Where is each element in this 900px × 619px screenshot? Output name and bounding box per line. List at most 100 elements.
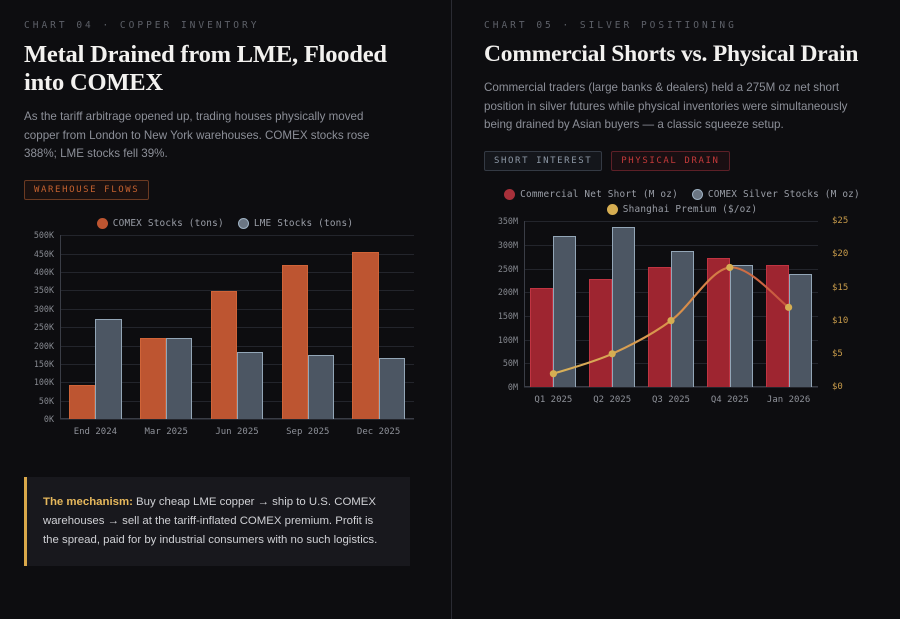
- callout-body: Buy cheap LME copper → ship to U.S. COME…: [43, 496, 378, 547]
- bar[interactable]: [95, 319, 122, 420]
- y2-axis-tick-label: $10: [832, 315, 849, 326]
- premium-line-series: Shanghai Premium ($/oz): $2 Shanghai Prem…: [549, 264, 793, 378]
- legend-swatch-net-short-icon: [504, 189, 516, 201]
- bar[interactable]: [378, 358, 405, 420]
- gridline: [60, 419, 414, 421]
- gridline: [60, 308, 414, 310]
- panel-divider: [451, 0, 452, 619]
- legend-item[interactable]: Commercial Net Short (M oz): [504, 189, 678, 201]
- badge-group-right: SHORT INTEREST PHYSICAL DRAIN: [484, 151, 880, 172]
- bar[interactable]: [648, 267, 671, 388]
- y-axis-tick-label: 450K: [33, 248, 54, 259]
- line-data-point[interactable]: Shanghai Premium ($/oz): $5: [608, 350, 616, 358]
- y2-axis-tick-label: $25: [832, 216, 849, 227]
- gridline: [60, 235, 414, 237]
- legend-item[interactable]: LME Stocks (tons): [237, 218, 353, 230]
- plot-inner: 0K 50K 100K 150K 200K 250K 300K 350K 400K 450K 500…: [34, 230, 414, 437]
- bar[interactable]: [530, 288, 554, 388]
- bar[interactable]: [765, 264, 789, 388]
- bar[interactable]: [307, 355, 334, 420]
- badge-physical-drain[interactable]: PHYSICAL DRAIN: [611, 151, 730, 172]
- y-axis-tick-label: 300K: [33, 303, 54, 314]
- y-axis-line: [60, 235, 61, 420]
- callout-lead: The mechanism:: [43, 496, 133, 508]
- legend-label: COMEX Stocks (tons): [112, 218, 224, 230]
- chart-silver-positioning: Commercial Net Short (M oz) COMEX Silver…: [484, 189, 880, 413]
- x-axis-tick-label: Q4 2025: [710, 395, 749, 406]
- gridline: [60, 345, 414, 347]
- chart-legend-right: Commercial Net Short (M oz) COMEX Silver…: [484, 189, 880, 216]
- gridline: [60, 290, 414, 292]
- panel-silver-positioning: CHART 05 · SILVER POSITIONING Commercial…: [450, 0, 900, 619]
- bar[interactable]: [553, 235, 577, 388]
- y-axis-tick-label: 150K: [33, 358, 54, 369]
- y2-axis-tick-label: $0: [832, 382, 843, 393]
- page-title-right: Commercial Shorts vs. Physical Drain: [484, 41, 859, 67]
- bar[interactable]: [166, 338, 193, 420]
- gridline: [524, 244, 818, 246]
- badge-warehouse-flows[interactable]: WAREHOUSE FLOWS: [24, 180, 150, 201]
- y2-axis-tick-label: $20: [832, 249, 849, 260]
- x-axis-tick-label: Mar 2025: [144, 427, 188, 438]
- panel-copper-inventory: CHART 04 · COPPER INVENTORY Metal Draine…: [24, 20, 426, 567]
- y-axis-tick-label: 100M: [497, 334, 518, 345]
- gridline: [524, 221, 818, 223]
- legend-swatch-lme-icon: [237, 218, 249, 230]
- bar[interactable]: [237, 351, 264, 420]
- bar[interactable]: [281, 265, 308, 420]
- plot-inner: 0M 50M 100M 150M 200M 250M 300M 350M $0 $5 $10 $15 $…: [498, 216, 848, 405]
- y-axis-tick-label: 350M: [497, 216, 518, 227]
- y-axis-tick-label: 100K: [33, 377, 54, 388]
- plot-area-left: 0K 50K 100K 150K 200K 250K 300K 350K 400K 450K 500…: [24, 230, 414, 445]
- bar[interactable]: [706, 257, 730, 388]
- deck-right: Commercial traders (large banks & dealer…: [484, 80, 848, 132]
- legend-item[interactable]: COMEX Silver Stocks (M oz): [691, 189, 860, 201]
- gridline: [524, 387, 818, 389]
- legend-item[interactable]: COMEX Stocks (tons): [96, 218, 224, 230]
- line-data-point[interactable]: Shanghai Premium ($/oz): $10: [667, 317, 675, 325]
- kicker-right: CHART 05 · SILVER POSITIONING: [484, 20, 737, 31]
- x-axis-tick-label: Jan 2026: [766, 395, 811, 406]
- kicker-left: CHART 04 · COPPER INVENTORY: [24, 20, 260, 31]
- bar[interactable]: [69, 384, 96, 420]
- gridline: [60, 327, 414, 329]
- x-axis-tick-label: Q3 2025: [652, 395, 690, 406]
- x-axis-tick-label: End 2024: [73, 427, 118, 438]
- y-axis-tick-label: 200K: [33, 340, 54, 351]
- bar[interactable]: [140, 338, 167, 420]
- deck-left: As the tariff arbitrage opened up, tradi…: [24, 109, 370, 161]
- bar[interactable]: [788, 274, 812, 388]
- y-axis-tick-label: 50K: [38, 395, 54, 406]
- y-axis-tick-label: 0K: [43, 414, 54, 425]
- badge-short-interest[interactable]: SHORT INTEREST: [484, 151, 603, 172]
- y-axis-tick-label: 150M: [497, 310, 518, 321]
- x-axis-tick-label: Jun 2025: [215, 427, 259, 438]
- plot-area-right: 0M 50M 100M 150M 200M 250M 300M 350M $0 $5 $10 $15 $…: [484, 216, 860, 413]
- page-title-left: Metal Drained from LME, Flooded into COM…: [24, 41, 387, 96]
- gridline: [60, 271, 414, 273]
- x-axis-tick-label: Dec 2025: [356, 427, 401, 438]
- bar[interactable]: [210, 291, 237, 420]
- chart-copper-inventory: COMEX Stocks (tons) LME Stocks (tons) 0K…: [24, 218, 426, 445]
- y-axis-tick-label: 350K: [33, 285, 54, 296]
- badge-group-left: WAREHOUSE FLOWS: [24, 180, 426, 201]
- legend-item[interactable]: Shanghai Premium ($/oz): [484, 204, 880, 216]
- y-axis-tick-label: 300M: [497, 239, 518, 250]
- legend-label: Commercial Net Short (M oz): [520, 189, 678, 201]
- y-axis-tick-label: 50M: [502, 358, 518, 369]
- x-axis-tick-label: Q1 2025: [534, 395, 573, 406]
- callout-mechanism: The mechanism: Buy cheap LME copper → sh…: [24, 477, 410, 567]
- legend-swatch-comex-silver-icon: [691, 189, 703, 201]
- bar[interactable]: [352, 252, 379, 420]
- line-data-point[interactable]: Shanghai Premium ($/oz): $12: [785, 303, 793, 312]
- y-axis-tick-label: 200M: [497, 287, 518, 298]
- legend-swatch-shanghai-premium-icon: [606, 204, 618, 216]
- bar[interactable]: [612, 226, 636, 388]
- line-data-point[interactable]: Shanghai Premium ($/oz): $2: [549, 370, 557, 378]
- y2-axis-tick-label: $15: [832, 282, 849, 293]
- bar[interactable]: [729, 264, 753, 388]
- line-data-point[interactable]: Shanghai Premium ($/oz): $18: [726, 264, 734, 272]
- y-axis-tick-label: 250M: [497, 263, 518, 274]
- chart-legend-left: COMEX Stocks (tons) LME Stocks (tons): [24, 218, 426, 230]
